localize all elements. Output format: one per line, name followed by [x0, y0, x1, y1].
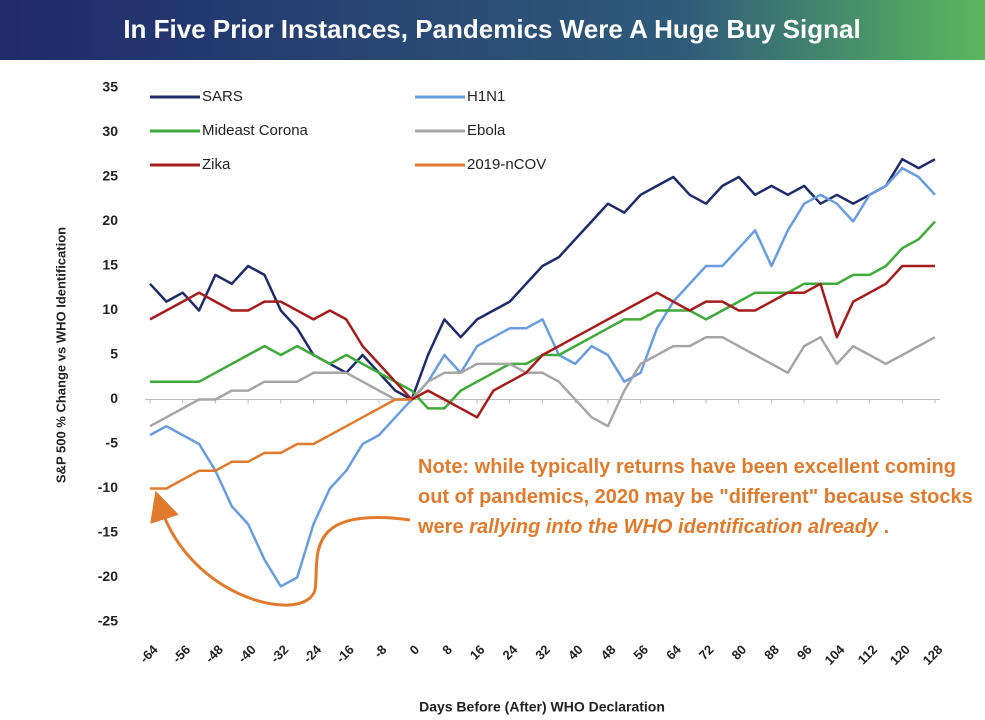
legend-label: SARS: [202, 88, 243, 105]
chart-title: In Five Prior Instances, Pandemics Were …: [123, 14, 860, 44]
x-tick-label: -32: [267, 642, 291, 666]
y-tick-label: 25: [102, 168, 118, 184]
x-tick-label: 48: [598, 642, 619, 663]
series-line: [150, 220, 936, 410]
note: Note: while typically returns have been …: [418, 452, 983, 542]
x-tick-label: 88: [761, 642, 782, 663]
y-tick-label: -5: [106, 435, 119, 451]
x-tick-label: 80: [728, 642, 749, 663]
x-tick-label: 104: [821, 641, 847, 667]
title-banner: [0, 0, 985, 60]
series-line: [149, 335, 936, 428]
x-tick-label: -56: [169, 642, 193, 666]
x-tick-label: 96: [794, 642, 815, 663]
x-tick-label: 0: [406, 642, 422, 658]
series-line: [149, 157, 936, 401]
series-line: [149, 264, 935, 419]
y-axis-label: S&P 500 % Change vs WHO Identification: [53, 227, 68, 483]
y-tick-label: -25: [98, 613, 118, 629]
note-italic: rallying into the WHO identification alr…: [469, 516, 879, 538]
legend-label: Mideast Corona: [202, 122, 309, 139]
y-tick-label: 30: [102, 123, 118, 139]
legend-label: Ebola: [467, 122, 506, 139]
x-tick-label: 32: [532, 642, 553, 663]
x-tick-label: 72: [696, 642, 717, 663]
x-tick-label: 24: [500, 641, 521, 662]
x-tick-label: 8: [439, 642, 455, 658]
x-tick-label: -8: [371, 642, 390, 661]
x-tick-label: -40: [235, 642, 259, 666]
y-tick-label: 10: [102, 301, 118, 317]
note-end: .: [878, 516, 890, 538]
x-tick-label: -16: [333, 642, 357, 666]
x-axis-label: Days Before (After) WHO Declaration: [419, 699, 665, 715]
legend-label: H1N1: [467, 88, 505, 105]
note-text: Note: while typically returns have been …: [418, 456, 973, 538]
x-tick-label: -48: [202, 642, 226, 666]
legend-label: Zika: [202, 156, 231, 173]
legend-label: 2019-nCOV: [467, 156, 546, 173]
y-tick-label: 35: [102, 79, 118, 95]
y-tick-label: -20: [98, 568, 118, 584]
x-tick-label: 16: [467, 642, 488, 663]
x-tick-label: 112: [855, 642, 880, 667]
y-tick-label: 0: [110, 390, 118, 406]
x-tick-label: -24: [300, 641, 324, 665]
note-arrow: [150, 490, 411, 607]
series-line: [149, 166, 936, 588]
x-tick-label: 40: [565, 642, 586, 663]
x-tick-label: 64: [663, 641, 684, 662]
x-tick-label: 128: [920, 642, 946, 668]
y-tick-label: 15: [102, 257, 118, 273]
x-tick-label: 120: [887, 642, 913, 668]
y-tick-label: -10: [98, 479, 118, 495]
x-tick-label: -64: [137, 641, 161, 665]
y-tick-label: 20: [102, 212, 118, 228]
y-tick-label: -15: [98, 524, 118, 540]
x-tick-label: 56: [630, 642, 651, 663]
y-tick-label: 5: [110, 346, 118, 362]
series-line: [150, 398, 412, 490]
